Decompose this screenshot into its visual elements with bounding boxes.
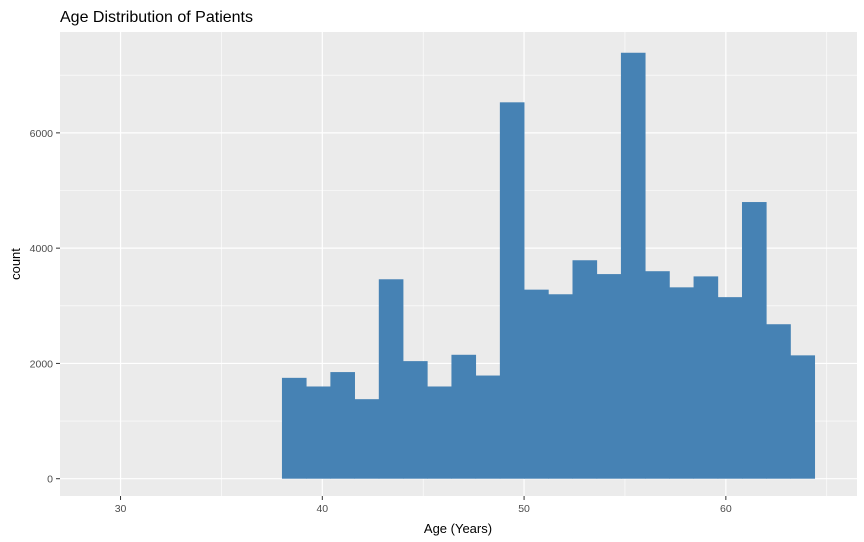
histogram-bar bbox=[281, 377, 307, 479]
histogram-bar bbox=[306, 386, 331, 479]
histogram-bar bbox=[524, 289, 549, 479]
histogram-bar bbox=[741, 202, 767, 479]
histogram-bar bbox=[427, 386, 452, 479]
histogram-bar bbox=[596, 274, 622, 479]
y-axis-ticks: 0 2000 4000 6000 bbox=[30, 128, 60, 486]
histogram-bar bbox=[354, 399, 380, 479]
histogram-bar bbox=[378, 279, 404, 479]
x-tick-label: 50 bbox=[518, 503, 530, 515]
histogram-bar bbox=[475, 375, 501, 479]
histogram-bar bbox=[572, 260, 598, 479]
chart-title: Age Distribution of Patients bbox=[60, 9, 253, 26]
histogram-bar bbox=[645, 271, 670, 479]
x-tick-label: 40 bbox=[316, 503, 328, 515]
histogram-bars bbox=[281, 52, 816, 479]
histogram-bar bbox=[766, 324, 791, 479]
histogram-bar bbox=[330, 372, 355, 479]
y-tick-label: 0 bbox=[47, 474, 53, 486]
x-tick-label: 30 bbox=[115, 503, 127, 515]
y-tick-label: 6000 bbox=[30, 128, 54, 140]
histogram-bar bbox=[548, 294, 573, 479]
histogram-bar bbox=[693, 276, 719, 479]
x-tick-label: 60 bbox=[720, 503, 732, 515]
histogram-bar bbox=[717, 297, 743, 479]
histogram-bar bbox=[669, 287, 694, 479]
histogram-bar bbox=[451, 354, 477, 479]
x-axis-ticks: 30 40 50 60 bbox=[115, 496, 732, 515]
y-axis-title: count bbox=[8, 248, 23, 280]
x-axis-title: Age (Years) bbox=[424, 521, 492, 536]
histogram-bar bbox=[620, 52, 646, 479]
y-tick-label: 2000 bbox=[30, 358, 54, 370]
y-tick-label: 4000 bbox=[30, 243, 54, 255]
histogram-bar bbox=[790, 355, 816, 479]
histogram-bar bbox=[403, 361, 428, 479]
histogram-bar bbox=[499, 102, 525, 479]
